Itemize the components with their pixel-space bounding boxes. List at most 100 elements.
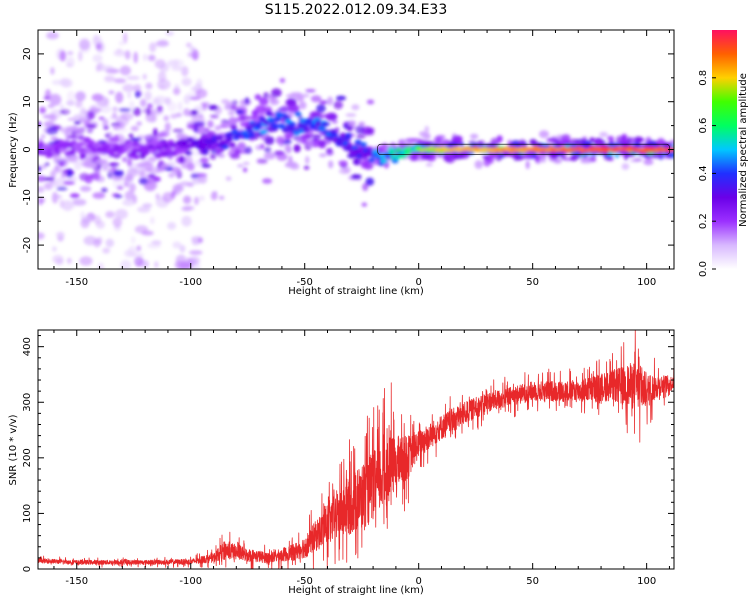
spectrogram-y-axis-label: Frequency (Hz) <box>8 112 19 188</box>
heatmap-cell <box>38 141 45 147</box>
heatmap-cell <box>50 170 57 178</box>
heatmap-cell <box>154 261 159 268</box>
heatmap-cell <box>127 158 133 167</box>
heatmap-cell <box>234 149 242 155</box>
heatmap-cell <box>130 125 139 132</box>
heatmap-cell <box>599 131 609 138</box>
heatmap-cell <box>643 159 654 166</box>
heatmap-cell <box>316 104 326 113</box>
heatmap-cell <box>112 217 123 228</box>
heatmap-cell <box>157 71 167 83</box>
heatmap-cell <box>243 161 250 166</box>
heatmap-cell <box>143 135 153 140</box>
heatmap-cell <box>246 128 254 134</box>
heatmap-cell <box>319 100 329 105</box>
heatmap-cell <box>627 136 632 144</box>
heatmap-cell <box>275 136 285 145</box>
heatmap-cell <box>202 103 208 109</box>
heatmap-cell <box>132 194 137 204</box>
heatmap-cell <box>114 208 128 220</box>
heatmap-cell <box>231 129 239 135</box>
heatmap-cell <box>450 151 456 156</box>
heatmap-cell <box>170 113 178 119</box>
heatmap-cell <box>352 158 361 166</box>
x-tick-label: -150 <box>65 277 88 288</box>
heatmap-cell <box>220 119 229 123</box>
heatmap-cell <box>290 92 302 96</box>
heatmap-cell <box>41 164 47 170</box>
heatmap-cell <box>535 156 540 162</box>
heatmap-cell <box>147 173 156 179</box>
heatmap-cell <box>362 183 369 192</box>
heatmap-cell <box>52 154 62 162</box>
snr-series-line <box>38 330 674 569</box>
heatmap-cell <box>204 128 210 132</box>
heatmap-cell <box>366 99 375 105</box>
heatmap-cell <box>244 146 253 154</box>
heatmap-cell <box>127 245 137 258</box>
heatmap-cell <box>167 101 177 112</box>
heatmap-cell <box>194 196 199 205</box>
heatmap-cell <box>219 195 225 200</box>
heatmap-cell <box>179 245 186 253</box>
heatmap-cell <box>593 137 604 147</box>
y-tick-label: -20 <box>22 237 33 253</box>
heatmap-cell <box>144 91 152 101</box>
snr-y-axis-label: SNR (10 * v/v) <box>8 414 19 485</box>
heatmap-cell <box>137 206 151 213</box>
x-tick-label: -50 <box>297 277 313 288</box>
heatmap-cell <box>281 105 289 113</box>
heatmap-cell <box>538 130 550 139</box>
heatmap-cell <box>157 132 168 138</box>
heatmap-cell <box>328 160 334 169</box>
heatmap-cell <box>52 194 63 199</box>
heatmap-cell <box>272 123 280 129</box>
heatmap-cell <box>170 191 176 199</box>
heatmap-cell <box>56 186 68 191</box>
heatmap-cell <box>124 190 135 201</box>
heatmap-cell <box>276 153 288 161</box>
heatmap-cell <box>60 173 67 178</box>
heatmap-cell <box>264 136 275 145</box>
heatmap-cell <box>311 134 322 139</box>
heatmap-cell <box>89 105 98 113</box>
heatmap-cell <box>173 59 179 68</box>
heatmap-cell <box>214 125 221 131</box>
heatmap-cell <box>318 139 327 149</box>
heatmap-cell <box>133 154 140 160</box>
heatmap-cell <box>118 40 125 46</box>
heatmap-cell <box>189 250 203 256</box>
heatmap-cell <box>259 110 266 116</box>
x-tick-label: 100 <box>637 576 656 587</box>
heatmap-cell <box>147 103 153 109</box>
heatmap-cell <box>195 88 208 99</box>
x-tick-label: 0 <box>416 277 422 288</box>
heatmap-cell <box>80 218 90 229</box>
y-tick-label: 0 <box>22 566 33 572</box>
heatmap-cell <box>419 131 428 137</box>
heatmap-cell <box>79 185 92 192</box>
heatmap-cell <box>93 215 101 225</box>
heatmap-cell <box>86 124 97 129</box>
heatmap-cell <box>254 94 262 101</box>
heatmap-cell <box>102 247 111 254</box>
heatmap-cell <box>477 140 485 144</box>
colorbar-gradient <box>712 30 737 269</box>
heatmap-cell <box>97 262 105 269</box>
heatmap-cell <box>47 104 55 108</box>
heatmap-cell <box>92 192 106 199</box>
heatmap-cell <box>239 115 251 121</box>
heatmap-cell <box>175 112 183 118</box>
heatmap-cell <box>580 159 592 164</box>
heatmap-cell <box>237 142 246 150</box>
heatmap-cell <box>101 187 108 193</box>
heatmap-cell <box>225 176 232 181</box>
heatmap-cell <box>656 137 666 146</box>
heatmap-cell <box>129 137 142 141</box>
heatmap-cell <box>113 169 124 177</box>
heatmap-cell <box>59 104 64 110</box>
snr-x-ticks: -150 -100 -50 0 50 100 <box>53 330 670 587</box>
heatmap-cell <box>112 106 118 112</box>
heatmap-cell <box>172 128 184 133</box>
x-tick-label: -50 <box>297 576 313 587</box>
